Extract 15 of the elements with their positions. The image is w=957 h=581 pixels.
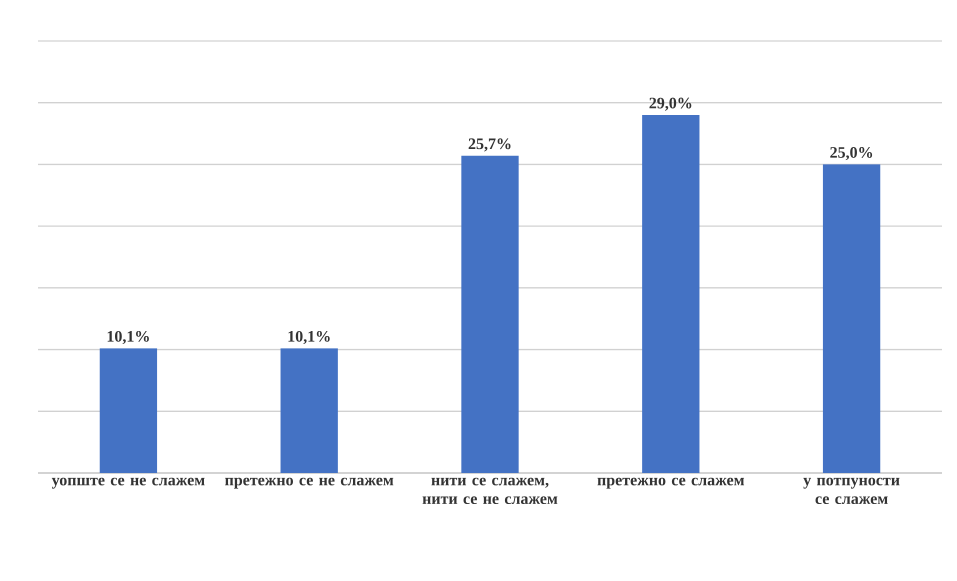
data-label: 10,1% [288, 330, 330, 344]
bar [461, 156, 519, 473]
data-label: 25,7% [468, 138, 510, 152]
x-tick-label: у потпуности се слажем [803, 478, 900, 504]
x-tick-label: претежно се не слажем [225, 478, 394, 489]
x-tick-label: претежно се слажем [597, 478, 744, 489]
bar [280, 348, 338, 473]
bar [100, 348, 158, 473]
data-label: 29,0% [649, 98, 692, 111]
bar [822, 164, 880, 473]
x-tick-label: нити се слажем, нити се не слажем [422, 478, 558, 504]
data-label: 10,1% [108, 330, 149, 344]
bar [642, 115, 700, 473]
x-tick-label: уопште се не слажем [52, 478, 205, 489]
data-label: 25,0% [830, 147, 872, 160]
